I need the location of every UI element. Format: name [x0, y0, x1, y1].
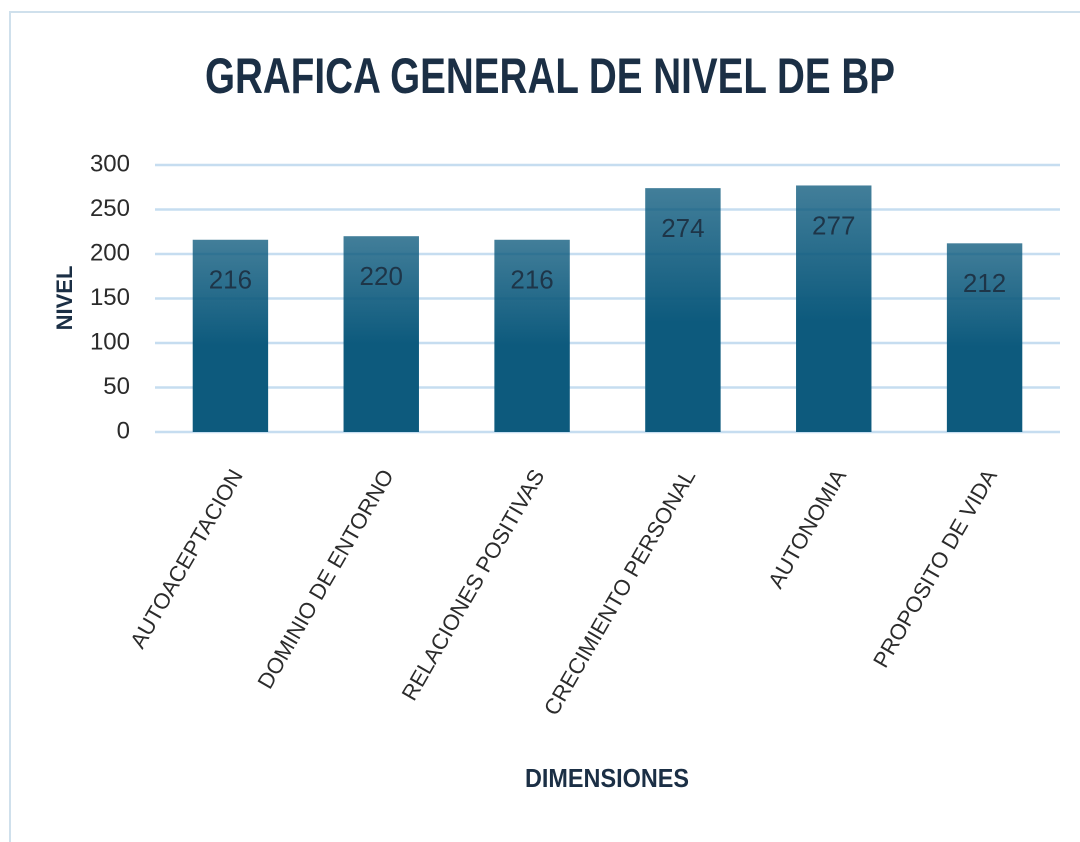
y-tick-label: 250 — [90, 195, 130, 222]
y-axis-label: NIVEL — [52, 266, 77, 331]
x-tick-label: RELACIONES POSITIVAS — [397, 465, 550, 705]
x-tick-label: CRECIMIENTO PERSONAL — [539, 465, 700, 720]
data-label: 220 — [360, 261, 403, 291]
x-axis-label: DIMENSIONES — [525, 763, 689, 793]
frame — [9, 11, 1080, 842]
bar — [645, 188, 721, 432]
y-tick-label: 100 — [90, 328, 130, 355]
x-tick-label: PROPOSITO DE VIDA — [868, 465, 1002, 672]
x-tick-label: AUTONOMIA — [763, 465, 851, 593]
bar — [494, 239, 570, 432]
data-label: 277 — [812, 210, 855, 240]
bar — [343, 236, 419, 432]
y-tick-label: 300 — [90, 150, 130, 177]
chart-title: GRAFICA GENERAL DE NIVEL DE BP — [205, 48, 895, 104]
data-label: 216 — [209, 265, 252, 295]
y-tick-label: 0 — [117, 417, 130, 444]
data-label: 212 — [963, 268, 1006, 298]
y-tick-label: 50 — [103, 373, 130, 400]
x-tick-label: AUTOACEPTACION — [125, 465, 248, 653]
data-label: 216 — [510, 265, 553, 295]
y-tick-label: 150 — [90, 284, 130, 311]
y-tick-label: 200 — [90, 239, 130, 266]
data-label: 274 — [661, 213, 704, 243]
bar — [946, 243, 1023, 432]
x-tick-label: DOMINIO DE ENTORNO — [252, 465, 398, 693]
bar — [192, 239, 269, 432]
bar — [796, 185, 872, 432]
